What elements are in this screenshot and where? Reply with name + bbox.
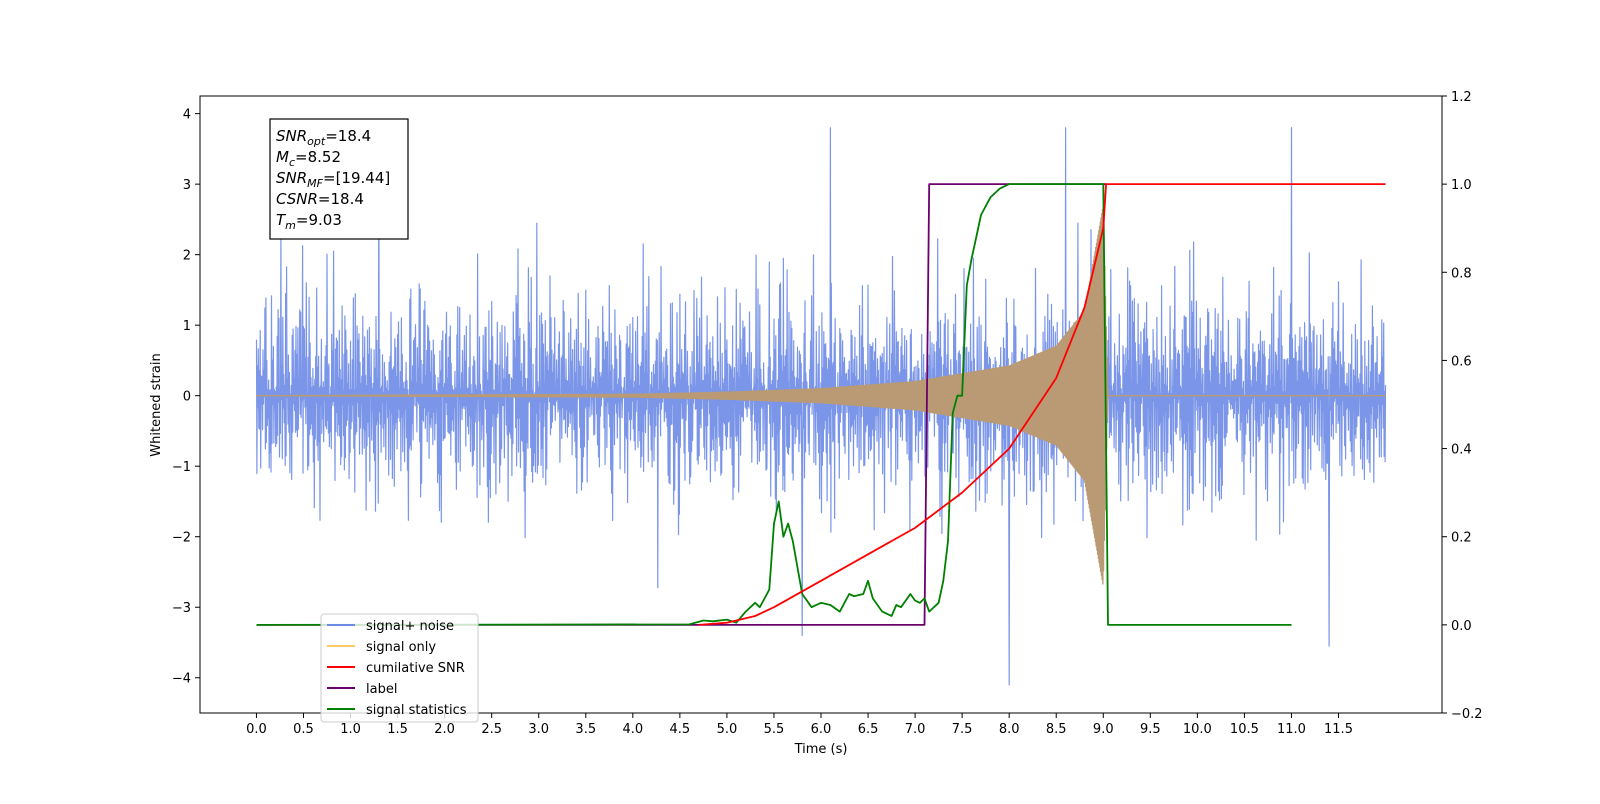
y-tick-label: −4 xyxy=(172,672,191,687)
stat-line: SNRMF=[19.44] xyxy=(276,169,390,190)
x-tick-label: 2.5 xyxy=(481,722,502,737)
x-tick-label: 7.0 xyxy=(905,722,926,737)
y-right-tick-label: −0.2 xyxy=(1451,707,1483,722)
y-right-tick-label: 0.8 xyxy=(1451,266,1472,281)
stat-name: M xyxy=(276,148,289,166)
stat-subscript: MF xyxy=(307,177,323,190)
x-axis-label: Time (s) xyxy=(794,742,848,757)
y-tick-label: −3 xyxy=(172,601,191,616)
x-tick-label: 7.5 xyxy=(952,722,973,737)
y-tick-label: −1 xyxy=(172,460,191,475)
x-tick-label: 3.5 xyxy=(575,722,596,737)
legend-label: label xyxy=(366,682,397,697)
y-right-tick-label: 0.6 xyxy=(1451,354,1472,369)
plot-layer xyxy=(255,120,1387,686)
x-tick-label: 5.0 xyxy=(717,722,738,737)
stats-box: SNRopt=18.4Mc=8.52SNRMF=[19.44]CSNR=18.4… xyxy=(269,118,409,240)
x-tick-label: 3.0 xyxy=(528,722,549,737)
stat-value: =[19.44] xyxy=(323,169,390,187)
x-tick-label: 9.0 xyxy=(1093,722,1114,737)
stat-line: Tm=9.03 xyxy=(276,211,342,232)
y-right-tick-label: 0.2 xyxy=(1451,531,1472,546)
stat-line: SNRopt=18.4 xyxy=(276,127,371,148)
legend-label: signal statistics xyxy=(366,703,467,718)
legend-label: cumilative SNR xyxy=(366,661,465,676)
x-tick-label: 8.0 xyxy=(999,722,1020,737)
x-tick-label: 1.5 xyxy=(387,722,408,737)
stat-value: =9.03 xyxy=(296,211,342,229)
stat-subscript: m xyxy=(285,219,296,232)
x-tick-label: 10.5 xyxy=(1230,722,1259,737)
x-tick-label: 5.5 xyxy=(764,722,785,737)
x-tick-label: 6.5 xyxy=(858,722,879,737)
legend-label: signal only xyxy=(366,640,436,655)
y-tick-label: 0 xyxy=(183,390,191,405)
stat-name: T xyxy=(276,211,287,229)
x-tick-label: 11.0 xyxy=(1277,722,1306,737)
legend: signal+ noise signal only cumilative SNR la… xyxy=(320,613,479,723)
stat-line: Mc=8.52 xyxy=(276,148,341,169)
x-tick-label: 0.0 xyxy=(246,722,267,737)
x-tick-label: 9.5 xyxy=(1140,722,1161,737)
x-tick-label: 0.5 xyxy=(293,722,314,737)
series-line-signal-noise xyxy=(255,120,1387,686)
stats-box-frame xyxy=(269,118,409,240)
y-tick-label: 4 xyxy=(183,108,191,123)
series-line-cumilative-snr xyxy=(698,183,1386,626)
y-axis-label: Whitened strain xyxy=(149,353,164,456)
stat-name: CSNR xyxy=(276,190,318,208)
x-tick-label: 8.5 xyxy=(1046,722,1067,737)
y-tick-label: 3 xyxy=(183,178,191,193)
stat-subscript: opt xyxy=(307,135,326,148)
y-tick-label: 1 xyxy=(183,319,191,334)
y-right-tick-label: 0.0 xyxy=(1451,619,1472,634)
stat-subscript: c xyxy=(289,156,295,169)
y-right-tick-label: 1.2 xyxy=(1451,90,1472,105)
x-tick-label: 1.0 xyxy=(340,722,361,737)
stat-line: CSNR=18.4 xyxy=(276,190,364,208)
series-line-signal-statistics xyxy=(256,183,1292,626)
x-tick-label: 10.0 xyxy=(1183,722,1212,737)
y-right-tick-label: 0.4 xyxy=(1451,443,1472,458)
axes-layer: 0.0 0.5 1.0 1.5 2.0 2.5 3.0 3.5 4.0 4.5 5.0 5.5 6.0 6… xyxy=(172,90,1483,737)
x-tick-label: 11.5 xyxy=(1324,722,1353,737)
x-tick-label: 4.0 xyxy=(622,722,643,737)
x-tick-label: 2.0 xyxy=(434,722,455,737)
x-tick-label: 6.0 xyxy=(811,722,832,737)
stat-value: =18.4 xyxy=(325,127,371,145)
stat-name: SNR xyxy=(276,127,307,145)
legend-frame xyxy=(320,613,479,723)
series-line-signal-only xyxy=(256,204,1386,585)
y-right-tick-label: 1.0 xyxy=(1451,178,1472,193)
y-tick-label: 2 xyxy=(183,249,191,264)
legend-label: signal+ noise xyxy=(366,619,454,634)
x-tick-label: 4.5 xyxy=(670,722,691,737)
y-tick-label: −2 xyxy=(172,531,191,546)
stat-value: =18.4 xyxy=(318,190,364,208)
stat-name: SNR xyxy=(276,169,307,187)
stat-value: =8.52 xyxy=(295,148,341,166)
